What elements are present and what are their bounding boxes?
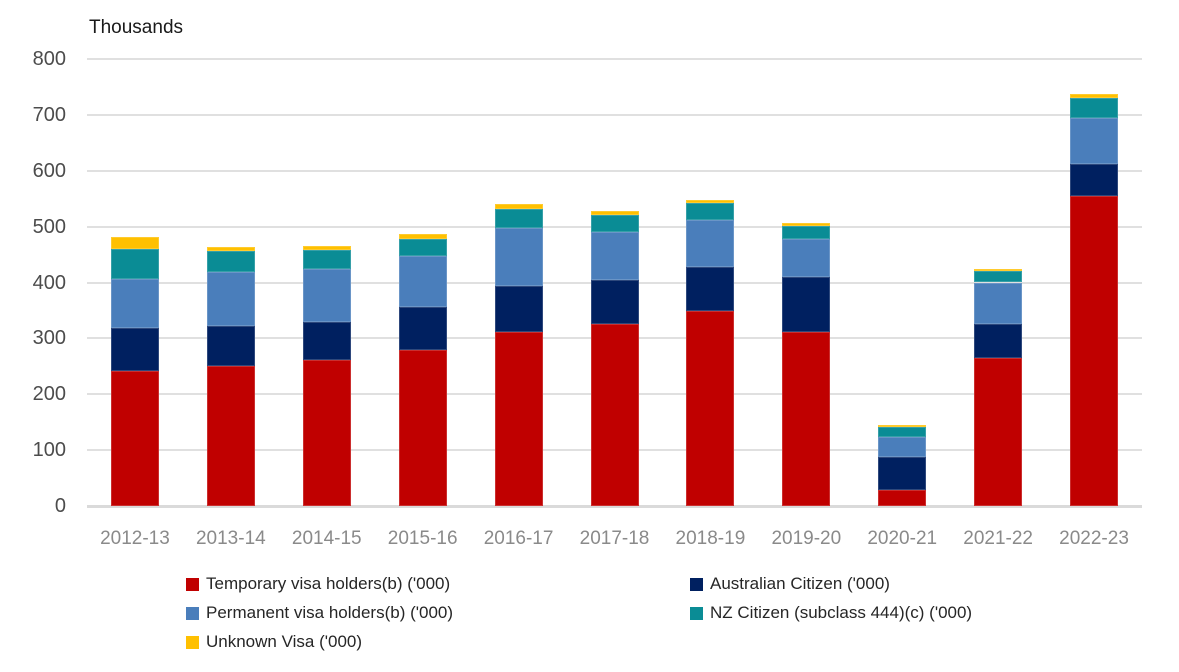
- bar-segment: [206, 366, 255, 506]
- legend-label: NZ Citizen (subclass 444)(c) ('000): [710, 603, 973, 622]
- bar-segment: [110, 279, 159, 328]
- y-axis-tick-label: 100: [32, 439, 66, 462]
- legend-label: Australian Citizen ('000): [710, 574, 890, 593]
- legend-item: Temporary visa holders(b) ('000): [186, 575, 450, 593]
- bar-segment: [494, 209, 543, 228]
- bar-segment: [590, 232, 639, 280]
- bar-segment: [302, 269, 351, 322]
- bar-segment: [206, 272, 255, 327]
- bar-segment: [398, 350, 447, 506]
- bar-segment: [878, 426, 927, 437]
- bar-segment: [398, 307, 447, 351]
- x-axis-label: 2020-21: [867, 528, 938, 549]
- bar-segment: [110, 236, 159, 249]
- legend-label: Temporary visa holders(b) ('000): [206, 574, 451, 593]
- bar-segment: [782, 332, 831, 506]
- y-axis-tick-label: 700: [32, 103, 66, 126]
- legend-label: Unknown Visa ('000): [206, 632, 363, 651]
- bar-segment: [398, 233, 447, 239]
- gridline: [87, 58, 1142, 60]
- bar-segment: [590, 210, 639, 215]
- y-axis-title: Thousands: [89, 17, 184, 38]
- bar-segment: [206, 326, 255, 367]
- bar-segment: [686, 199, 735, 204]
- bar-segment: [782, 277, 831, 333]
- bar-segment: [302, 246, 351, 251]
- legend-swatch: [690, 577, 703, 591]
- bar-segment: [1070, 94, 1119, 98]
- bar-segment: [590, 214, 639, 233]
- x-axis-line: [87, 505, 1142, 508]
- legend-swatch: [690, 606, 703, 620]
- bar-segment: [974, 282, 1023, 325]
- y-axis-tick-label: 400: [32, 271, 66, 294]
- legend-item: Unknown Visa ('000): [186, 633, 362, 651]
- gridline: [87, 169, 1142, 172]
- legend-swatch: [186, 606, 199, 620]
- bar-segment: [686, 219, 735, 268]
- y-axis-tick-label: 800: [32, 48, 66, 70]
- bar-segment: [782, 223, 831, 227]
- bar-segment: [878, 424, 927, 427]
- legend-swatch: [186, 577, 199, 591]
- x-axis-label: 2014-15: [291, 528, 362, 549]
- legend-item: NZ Citizen (subclass 444)(c) ('000): [690, 604, 972, 622]
- bar-segment: [590, 323, 639, 506]
- bar-segment: [1070, 196, 1119, 506]
- x-axis-label: 2019-20: [771, 528, 842, 549]
- bar-segment: [398, 238, 447, 256]
- bar-segment: [1070, 118, 1119, 165]
- y-axis-tick-label: 0: [54, 495, 66, 517]
- legend-swatch: [186, 635, 199, 649]
- bar-segment: [1070, 97, 1119, 119]
- x-axis-label: 2021-22: [963, 528, 1033, 549]
- bar-segment: [878, 456, 927, 491]
- bar-segment: [110, 327, 159, 371]
- y-axis-tick-label: 500: [32, 215, 66, 238]
- bar-segment: [302, 360, 351, 506]
- bar-segment: [494, 331, 543, 506]
- bar-segment: [494, 203, 543, 210]
- bar-segment: [590, 279, 639, 324]
- bar-segment: [878, 490, 927, 506]
- x-axis-label: 2016-17: [483, 528, 554, 549]
- bar-segment: [398, 255, 447, 308]
- bar-segment: [110, 248, 159, 280]
- bar-segment: [206, 251, 255, 273]
- bar-segment: [974, 358, 1023, 506]
- bar-segment: [878, 436, 927, 457]
- gridline: [87, 113, 1142, 116]
- bar-segment: [686, 203, 735, 220]
- bar-segment: [686, 310, 735, 506]
- x-axis-label: 2018-19: [675, 528, 746, 549]
- bar-segment: [782, 238, 831, 278]
- bar-segment: [206, 246, 255, 252]
- x-axis-label: 2017-18: [579, 528, 650, 549]
- x-axis-label: 2022-23: [1059, 528, 1129, 549]
- x-axis-label: 2015-16: [387, 528, 458, 549]
- y-axis-tick-label: 600: [32, 159, 66, 182]
- bar-segment: [494, 286, 543, 332]
- legend-item: Permanent visa holders(b) ('000): [186, 604, 453, 622]
- y-axis-tick-label: 300: [32, 327, 66, 350]
- x-axis-label: 2012-13: [100, 528, 170, 549]
- legend-item: Australian Citizen ('000): [690, 575, 890, 593]
- x-axis-label: 2013-14: [195, 528, 266, 549]
- bar-segment: [974, 324, 1023, 359]
- bar-segment: [302, 321, 351, 361]
- bar-segment: [110, 370, 159, 506]
- bar-segment: [974, 268, 1023, 271]
- bar-segment: [974, 270, 1023, 283]
- legend-label: Permanent visa holders(b) ('000): [206, 603, 454, 622]
- bar-segment: [686, 267, 735, 311]
- bar-segment: [1070, 164, 1119, 197]
- bar-segment: [494, 227, 543, 287]
- y-axis-tick-label: 200: [32, 383, 66, 406]
- bar-segment: [302, 250, 351, 270]
- bar-segment: [782, 226, 831, 239]
